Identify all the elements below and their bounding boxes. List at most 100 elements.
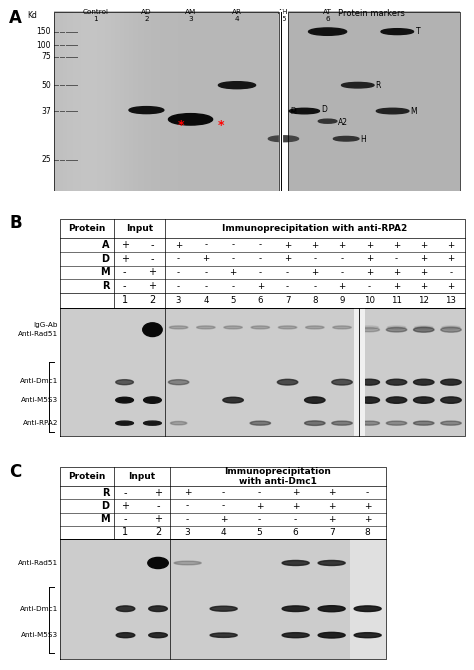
Ellipse shape — [282, 606, 309, 612]
Ellipse shape — [413, 379, 434, 385]
Text: Control
1: Control 1 — [82, 9, 109, 21]
Text: -: - — [259, 254, 262, 263]
Text: +: + — [364, 502, 372, 511]
Text: 11: 11 — [391, 296, 402, 305]
Text: Anti-RPA2: Anti-RPA2 — [23, 420, 58, 426]
Ellipse shape — [149, 632, 167, 638]
Text: -: - — [123, 281, 127, 291]
Text: -: - — [151, 254, 154, 264]
Text: 5: 5 — [230, 296, 236, 305]
Bar — [61, 308, 465, 436]
Text: -: - — [340, 254, 344, 263]
Ellipse shape — [441, 327, 461, 332]
Text: D: D — [291, 107, 296, 113]
Text: +: + — [447, 281, 455, 291]
Text: -: - — [286, 268, 289, 277]
Text: +: + — [338, 281, 346, 291]
Text: 4: 4 — [203, 296, 209, 305]
Ellipse shape — [305, 397, 325, 403]
Text: 6: 6 — [293, 528, 299, 537]
Text: R: R — [102, 281, 109, 291]
Ellipse shape — [289, 109, 319, 114]
Text: -: - — [124, 514, 127, 524]
Text: M: M — [410, 107, 417, 115]
Ellipse shape — [197, 326, 215, 329]
Text: +: + — [447, 254, 455, 263]
Text: +: + — [420, 281, 428, 291]
Ellipse shape — [332, 421, 352, 425]
Ellipse shape — [306, 326, 324, 329]
Text: -: - — [368, 281, 371, 291]
Ellipse shape — [415, 326, 433, 329]
Ellipse shape — [359, 421, 380, 425]
Ellipse shape — [116, 421, 133, 425]
Text: -: - — [124, 488, 127, 498]
Text: 10: 10 — [364, 296, 375, 305]
Text: +: + — [148, 267, 156, 277]
Ellipse shape — [442, 326, 460, 329]
Ellipse shape — [116, 606, 135, 612]
Ellipse shape — [174, 561, 201, 565]
Text: B: B — [9, 214, 22, 232]
Text: 2: 2 — [155, 527, 161, 537]
Text: -: - — [204, 281, 208, 291]
Text: Immunoprecipitation with anti-RPA2: Immunoprecipitation with anti-RPA2 — [222, 224, 408, 233]
Text: D: D — [321, 105, 327, 114]
Ellipse shape — [309, 28, 346, 36]
Text: -: - — [313, 254, 316, 263]
Text: -: - — [258, 488, 261, 497]
Ellipse shape — [386, 379, 407, 385]
Ellipse shape — [282, 560, 309, 565]
Ellipse shape — [387, 326, 406, 329]
Text: A: A — [9, 9, 22, 27]
Ellipse shape — [277, 379, 298, 385]
Text: Kd: Kd — [27, 11, 37, 20]
Ellipse shape — [282, 632, 309, 638]
Ellipse shape — [129, 107, 164, 114]
Ellipse shape — [148, 557, 168, 569]
Text: +: + — [364, 515, 372, 524]
Text: AD
2: AD 2 — [141, 9, 152, 21]
Text: -: - — [340, 268, 344, 277]
Text: 100: 100 — [36, 41, 51, 50]
Text: +: + — [184, 488, 191, 497]
Text: +: + — [420, 254, 428, 263]
Text: Anti-Dmc1: Anti-Dmc1 — [20, 378, 58, 384]
Ellipse shape — [219, 82, 255, 88]
Text: -: - — [313, 281, 316, 291]
Ellipse shape — [116, 632, 135, 638]
Text: 6: 6 — [257, 296, 263, 305]
Ellipse shape — [318, 632, 345, 638]
Ellipse shape — [386, 397, 407, 403]
Text: +: + — [292, 502, 300, 511]
Text: 3: 3 — [176, 296, 182, 305]
Text: -: - — [204, 241, 208, 249]
Text: +: + — [120, 240, 128, 250]
Text: M: M — [100, 267, 109, 277]
Text: +: + — [284, 241, 291, 249]
Ellipse shape — [224, 326, 242, 329]
Text: 12: 12 — [418, 296, 429, 305]
Bar — [354, 308, 365, 436]
Text: 50: 50 — [41, 80, 51, 90]
Text: +: + — [154, 488, 162, 498]
Text: M: M — [290, 109, 296, 115]
Text: Protein: Protein — [69, 224, 106, 233]
Ellipse shape — [251, 326, 270, 329]
Text: 5: 5 — [257, 528, 263, 537]
Text: +: + — [220, 515, 228, 524]
Ellipse shape — [116, 397, 133, 403]
Ellipse shape — [354, 632, 381, 638]
Text: 4: 4 — [221, 528, 227, 537]
Text: -: - — [123, 267, 127, 277]
Text: -: - — [231, 281, 235, 291]
Ellipse shape — [250, 421, 271, 425]
Ellipse shape — [376, 109, 409, 114]
Ellipse shape — [441, 379, 461, 385]
Bar — [61, 539, 386, 659]
Text: 8: 8 — [365, 528, 371, 537]
Text: D: D — [101, 254, 109, 264]
Text: 25: 25 — [42, 155, 51, 164]
Text: -: - — [204, 268, 208, 277]
Text: Anti-Dmc1: Anti-Dmc1 — [20, 606, 58, 612]
